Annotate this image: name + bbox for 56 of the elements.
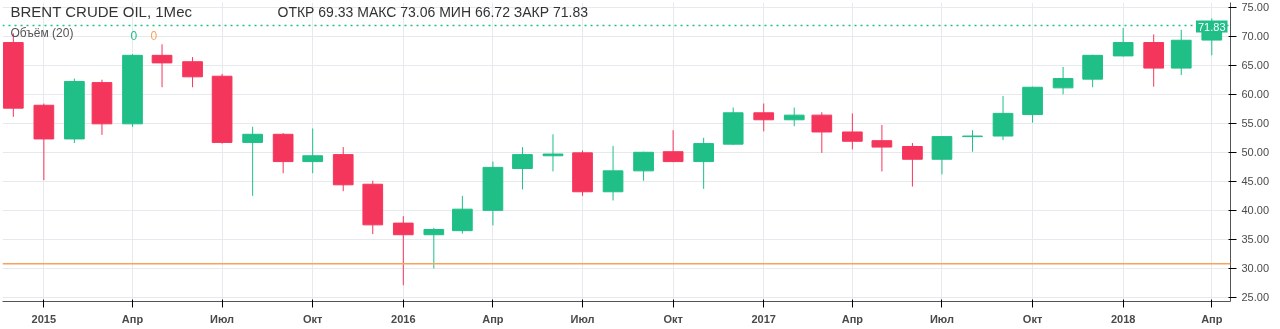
x-tick-label: 2017 <box>751 312 776 325</box>
x-tick-label: Апр <box>1201 312 1223 325</box>
candlestick <box>662 129 684 163</box>
x-tick-label: Окт <box>302 312 324 325</box>
y-tick-label: 75.00 <box>1241 1 1270 14</box>
annotation: 0 <box>130 28 138 43</box>
candlestick <box>992 95 1014 141</box>
x-tick-label: 2016 <box>391 312 416 325</box>
candlestick <box>1082 54 1103 88</box>
y-tick-label: 60.00 <box>1241 88 1270 101</box>
x-tick-label: Окт <box>663 312 684 325</box>
x-tick-label: Апр <box>482 312 504 325</box>
x-tick-label: Апр <box>841 312 864 325</box>
candlestick <box>182 56 203 88</box>
candlestick <box>392 215 414 286</box>
candlestick <box>512 146 533 190</box>
chart-subtitle: ОТКР 69.33 МАКС 73.06 МИН 66.72 ЗАКР 71.83 <box>277 3 589 20</box>
ref-line-label: 71.83 <box>1197 20 1226 33</box>
y-tick-label: 30.00 <box>1241 262 1270 275</box>
candlestick <box>902 142 923 188</box>
candlestick <box>302 127 324 174</box>
candlestick <box>842 112 863 150</box>
x-tick-label: Июл <box>570 312 595 325</box>
y-tick-label: 50.00 <box>1241 146 1270 159</box>
candlestick <box>783 107 805 127</box>
x-tick-label: Июл <box>929 312 954 325</box>
candlestick <box>542 133 564 172</box>
annotation: Объём (20) <box>10 25 74 40</box>
candlestick <box>452 195 473 235</box>
x-tick-label: Июл <box>210 312 235 325</box>
candlestick <box>693 137 714 190</box>
candlestick <box>962 129 983 153</box>
candlestick <box>151 43 173 88</box>
y-tick-label: 45.00 <box>1241 175 1270 188</box>
y-tick-label: 40.00 <box>1241 204 1270 217</box>
candlestick <box>871 124 893 172</box>
annotation: 0 <box>150 28 158 43</box>
x-tick-label: Апр <box>121 312 144 325</box>
y-tick-label: 70.00 <box>1241 30 1270 43</box>
x-tick-label: 2018 <box>1110 312 1136 325</box>
candlestick <box>811 111 833 154</box>
y-tick-label: 35.00 <box>1241 233 1270 246</box>
candlestick <box>423 227 445 269</box>
y-tick-label: 55.00 <box>1241 117 1270 130</box>
candlestick <box>602 145 624 201</box>
candlestick <box>931 135 953 175</box>
y-tick-label: 25.00 <box>1241 291 1270 304</box>
x-tick-label: 2015 <box>31 312 57 325</box>
chart-title: BRENT CRUDE OIL, 1Мес <box>10 2 193 20</box>
candlestick <box>753 103 775 132</box>
y-tick-label: 65.00 <box>1241 59 1270 72</box>
candlestick <box>1112 27 1134 57</box>
candlestick <box>242 126 263 197</box>
candlestick <box>633 151 654 182</box>
x-tick-label: Окт <box>1022 312 1043 325</box>
candlestick <box>1052 66 1074 95</box>
